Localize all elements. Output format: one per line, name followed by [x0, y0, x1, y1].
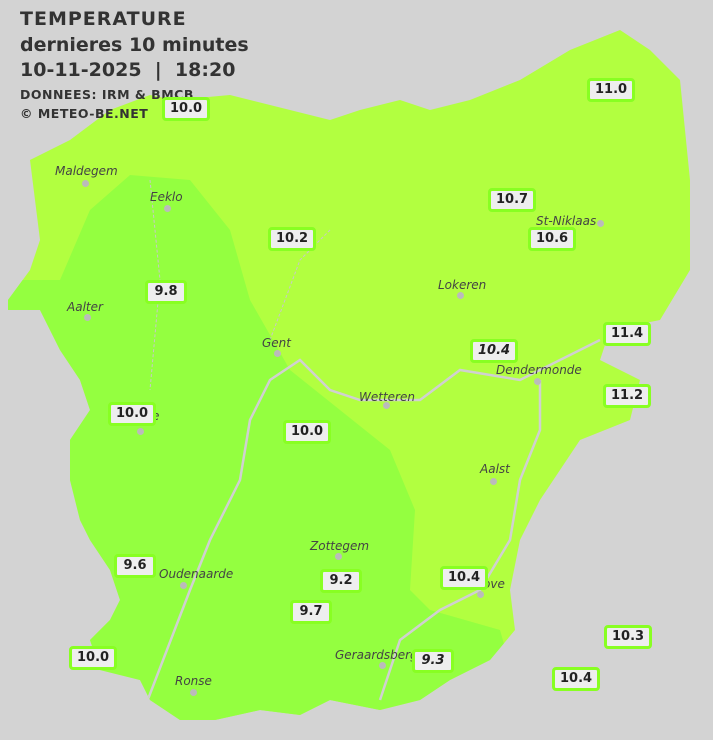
city-dot: [137, 428, 144, 435]
city-label: Zottegem: [310, 539, 370, 553]
temperature-label: 11.2: [603, 384, 652, 408]
city-dot: [82, 180, 89, 187]
temperature-label: 9.7: [290, 600, 332, 624]
river-dender: [378, 380, 542, 701]
city-dot: [335, 553, 342, 560]
city-label: Lokeren: [438, 278, 487, 292]
temperature-label: 10.4: [552, 667, 601, 691]
city-label: ove: [483, 577, 505, 591]
map-title: TEMPERATURE: [20, 8, 187, 30]
city-dot: [164, 205, 171, 212]
city-dot: [534, 378, 541, 385]
city-dot: [379, 662, 386, 669]
map-datetime: 10-11-2025 | 18:20: [20, 59, 236, 81]
temperature-label: 10.2: [268, 227, 317, 251]
temperature-label: 10.4: [440, 566, 489, 590]
temperature-label: 10.4: [470, 339, 519, 363]
zone-9-10: [8, 175, 520, 720]
city-dot: [383, 402, 390, 409]
data-source: DONNEES: IRM & BMCB: [20, 87, 194, 102]
city-label: Maldegem: [55, 164, 118, 178]
temperature-label: 10.7: [488, 188, 537, 212]
city-label: Wetteren: [359, 390, 415, 404]
city-label: Dendermonde: [496, 363, 582, 377]
temperature-label: 10.0: [69, 646, 118, 670]
river-scheldt: [138, 338, 601, 720]
temperature-label: 10.3: [604, 625, 653, 649]
temperature-label: 9.8: [145, 280, 187, 304]
city-label: St-Niklaas: [536, 214, 597, 228]
city-label: Oudenaarde: [159, 567, 234, 581]
temperature-label: 10.0: [162, 97, 211, 121]
temperature-label: 9.3: [412, 649, 454, 673]
temperature-label: 10.6: [528, 227, 577, 251]
city-dot: [180, 582, 187, 589]
city-label: Geraardsberg: [335, 648, 418, 662]
city-dot: [84, 314, 91, 321]
city-label: Aalst: [480, 462, 510, 476]
temperature-label: 10.0: [283, 420, 332, 444]
city-label: Gent: [262, 336, 291, 350]
copyright: © METEO-BE.NET: [20, 106, 149, 121]
temperature-label: 9.6: [114, 554, 156, 578]
map-subtitle: dernieres 10 minutes: [20, 34, 249, 56]
city-dot: [477, 591, 484, 598]
city-dot: [490, 478, 497, 485]
city-dot: [274, 350, 281, 357]
city-label: Eeklo: [150, 190, 183, 204]
city-label: Ronse: [175, 674, 212, 688]
temperature-label: 11.4: [603, 322, 652, 346]
city-dot: [190, 689, 197, 696]
temperature-label: 10.0: [108, 402, 157, 426]
city-dot: [597, 220, 604, 227]
temperature-label: 11.0: [587, 78, 636, 102]
city-label: Aalter: [67, 300, 103, 314]
temperature-label: 9.2: [320, 569, 362, 593]
city-dot: [457, 292, 464, 299]
